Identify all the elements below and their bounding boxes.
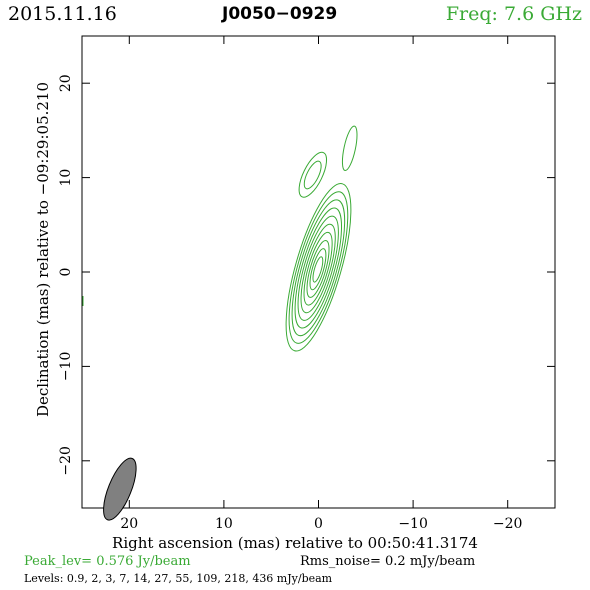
y-tick-label: 10 — [58, 169, 74, 187]
contour-jet-knot-2-level-1 — [341, 125, 358, 172]
x-tick-label: 20 — [120, 516, 138, 532]
y-tick-labels: 20 10 0 −10 −20 — [58, 74, 74, 475]
y-tick-label: 20 — [58, 74, 74, 92]
contour-levels: Levels: 0.9, 2, 3, 7, 14, 27, 55, 109, 2… — [24, 572, 333, 585]
x-tick-label: 10 — [215, 516, 233, 532]
source-name: J0050−0929 — [222, 4, 338, 24]
rms-noise: Rms_noise= 0.2 mJy/beam — [300, 554, 476, 569]
contour-core-level-5 — [297, 215, 339, 321]
contour-jet-knot-1-level-1 — [298, 151, 328, 198]
x-axis-label: Right ascension (mas) relative to 00:50:… — [112, 534, 478, 552]
contour-core-level-3 — [291, 199, 346, 337]
x-tick-label: −20 — [493, 516, 523, 532]
x-tick-label: 0 — [314, 516, 323, 532]
contour-core-level-8 — [306, 240, 330, 298]
contour-core-level-9 — [309, 248, 327, 291]
peak-level: Peak_lev= 0.576 Jy/beam — [24, 554, 191, 569]
beam-layer — [103, 457, 137, 521]
contour-core-level-1 — [285, 183, 352, 352]
contour-core-level-6 — [300, 223, 336, 314]
y-tick-label: 0 — [58, 268, 74, 277]
contour-jet-knot-1-level-2 — [303, 160, 322, 190]
y-tick-label: −10 — [58, 352, 74, 382]
x-tick-labels: 20 10 0 −10 −20 — [120, 516, 522, 532]
observation-date: 2015.11.16 — [8, 3, 117, 25]
axis-ticks — [82, 36, 555, 508]
beam-ellipse — [103, 457, 137, 521]
y-axis-label: Declination (mas) relative to −09:29:05.… — [34, 81, 52, 417]
x-tick-label: −10 — [398, 516, 428, 532]
contour-core-level-10 — [312, 256, 324, 283]
contour-core-level-7 — [303, 231, 333, 306]
contour-core-level-2 — [288, 191, 349, 344]
frequency-label: Freq: 7.6 GHz — [445, 3, 582, 25]
plot-frame — [81, 35, 556, 509]
contour-core-level-4 — [294, 207, 343, 329]
contour-layer — [285, 125, 358, 352]
y-tick-label: −20 — [58, 446, 74, 476]
